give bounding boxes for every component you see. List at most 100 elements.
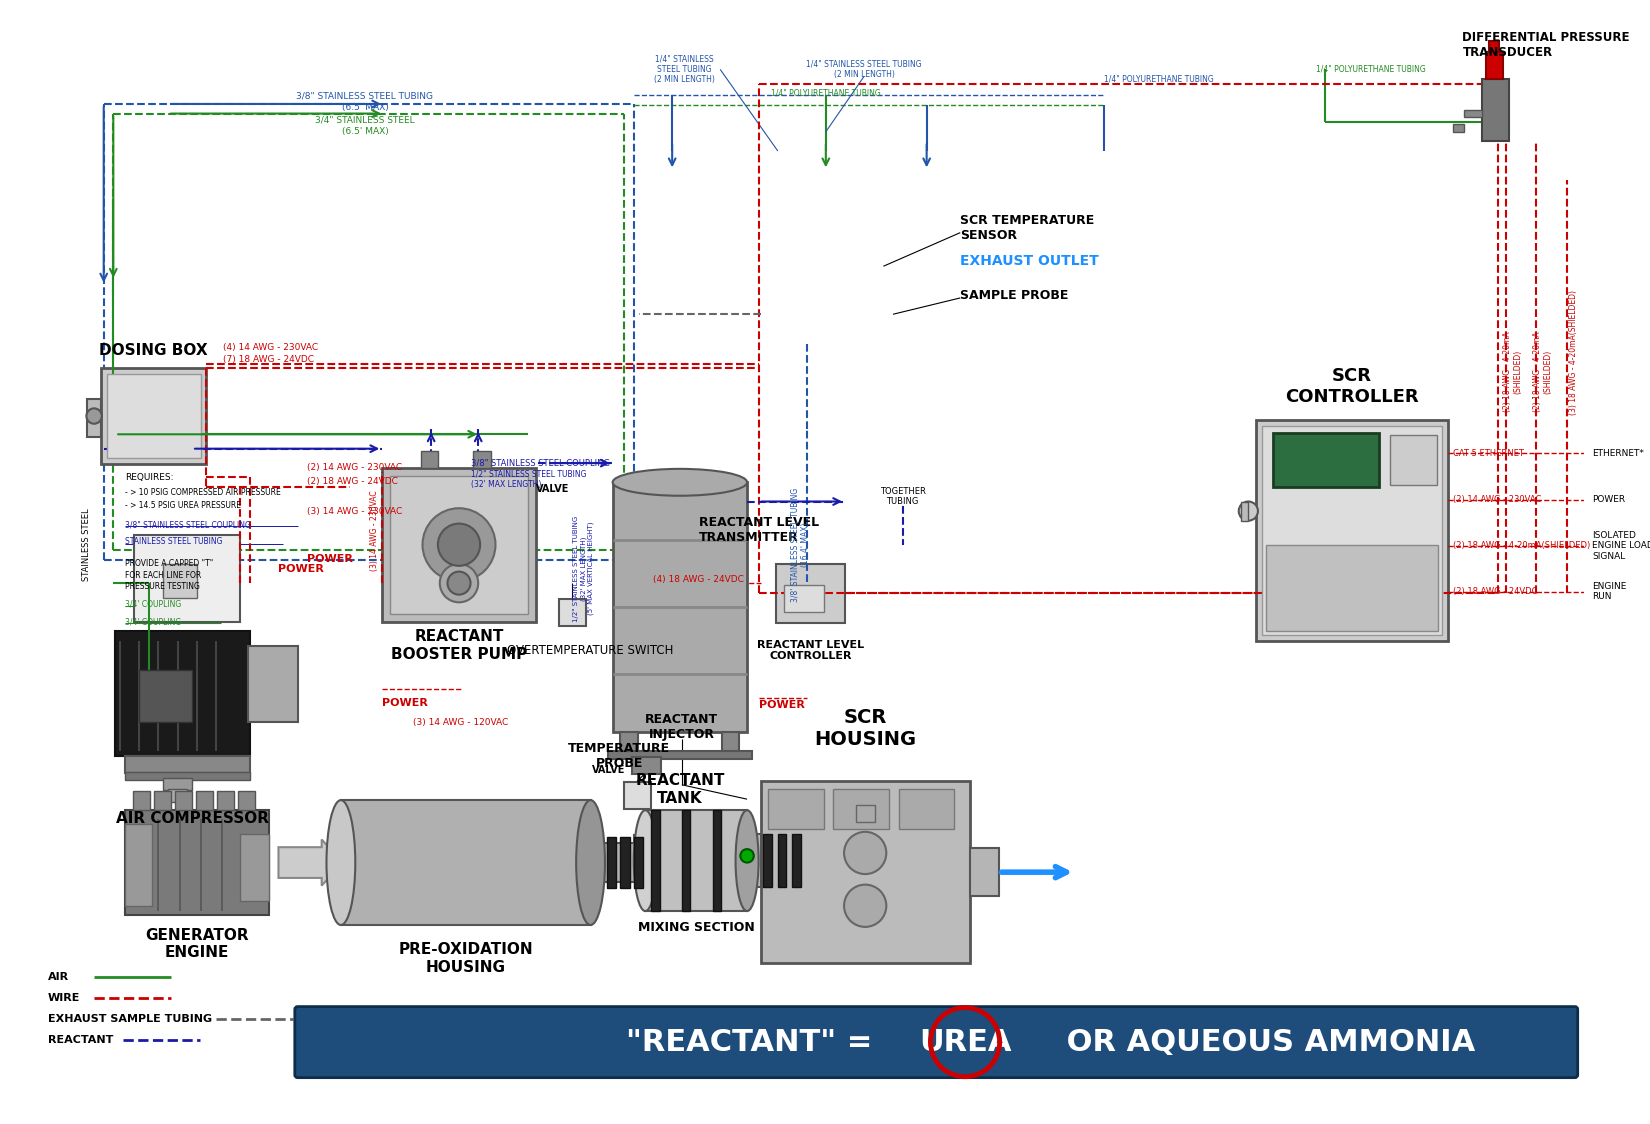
Text: (2) 14 AWG - 230VAC: (2) 14 AWG - 230VAC (307, 463, 403, 472)
Bar (1241, 501, 1249, 520)
Circle shape (1239, 501, 1257, 520)
Bar (116, 632, 249, 756)
Text: PROVIDE A CAPPED "T": PROVIDE A CAPPED "T" (125, 560, 213, 569)
Bar (474, 451, 490, 468)
Text: SCR TEMPERATURE
SENSOR: SCR TEMPERATURE SENSOR (960, 214, 1094, 242)
Bar (1465, 110, 1482, 117)
Text: POWER: POWER (279, 564, 325, 573)
Bar (87, 399, 101, 437)
Bar (153, 790, 172, 809)
Text: VALVE: VALVE (536, 484, 569, 495)
Bar (856, 805, 874, 823)
Text: REACTANT
INJECTOR: REACTANT INJECTOR (645, 713, 718, 741)
Bar (784, 586, 823, 611)
Text: (3) 14 AWG - 120VAC: (3) 14 AWG - 120VAC (412, 718, 508, 727)
Circle shape (437, 524, 480, 565)
Text: (2) 18 AWG - 4-20mA
(SHIELDED): (2) 18 AWG - 4-20mA (SHIELDED) (1533, 332, 1553, 413)
Bar (777, 834, 787, 887)
Bar (559, 599, 586, 626)
Text: WIRE: WIRE (48, 992, 81, 1003)
Text: REACTANT: REACTANT (48, 1035, 114, 1045)
Bar (421, 451, 437, 468)
Text: (2) 18 AWG - 4-20mA(SHIELDED): (2) 18 AWG - 4-20mA(SHIELDED) (1454, 541, 1591, 550)
Text: REACTANT
TANK: REACTANT TANK (635, 773, 724, 806)
Bar (632, 756, 660, 774)
Text: EXHAUST SAMPLE TUBING: EXHAUST SAMPLE TUBING (48, 1014, 213, 1024)
Bar (634, 835, 637, 879)
Bar (607, 751, 752, 759)
Text: TEMPERATURE
PROBE: TEMPERATURE PROBE (568, 742, 670, 770)
Text: REACTANT LEVEL
CONTROLLER: REACTANT LEVEL CONTROLLER (757, 640, 865, 661)
Text: (2) 18 AWG - 24VDC: (2) 18 AWG - 24VDC (307, 477, 398, 486)
Bar (645, 809, 747, 910)
Bar (342, 800, 591, 925)
Text: 3/8" STAINLESS STEEL COUPLING: 3/8" STAINLESS STEEL COUPLING (125, 520, 251, 529)
Bar (196, 790, 213, 809)
Text: VALVE: VALVE (592, 765, 625, 776)
Bar (792, 834, 800, 887)
Circle shape (441, 564, 478, 602)
Bar (1490, 40, 1498, 52)
Ellipse shape (634, 810, 657, 912)
Text: STAINLESS STEEL: STAINLESS STEEL (82, 508, 91, 581)
Text: 1/4" POLYURETHANE TUBING: 1/4" POLYURETHANE TUBING (771, 89, 881, 98)
Bar (248, 645, 297, 723)
Circle shape (422, 508, 495, 581)
Bar (125, 756, 249, 773)
Text: UREA: UREA (919, 1027, 1011, 1057)
Text: 3/8" STAINLESS STEEL COUPLING: 3/8" STAINLESS STEEL COUPLING (470, 459, 609, 468)
Text: ENGINE
RUN: ENGINE RUN (1592, 582, 1627, 601)
Text: DOSING BOX: DOSING BOX (99, 343, 208, 359)
Text: REACTANT
BOOSTER PUMP: REACTANT BOOSTER PUMP (391, 629, 526, 662)
Bar (776, 564, 845, 624)
Text: (2) 18 AWG - 24VDC: (2) 18 AWG - 24VDC (1454, 587, 1538, 596)
Text: "REACTANT" =: "REACTANT" = (627, 1027, 883, 1057)
Bar (764, 834, 772, 887)
Text: POWER: POWER (759, 700, 805, 710)
Bar (1256, 420, 1449, 641)
Bar (218, 790, 234, 809)
Text: GENERATOR
ENGINE: GENERATOR ENGINE (145, 928, 249, 960)
Bar (163, 778, 191, 789)
Bar (591, 843, 639, 881)
Bar (620, 732, 637, 753)
FancyBboxPatch shape (295, 1007, 1577, 1078)
Bar (652, 809, 660, 910)
Text: 1/4" POLYURETHANE TUBING: 1/4" POLYURETHANE TUBING (1104, 74, 1214, 83)
Bar (634, 836, 644, 888)
Circle shape (86, 408, 102, 424)
Text: (4) 14 AWG - 230VAC: (4) 14 AWG - 230VAC (223, 343, 318, 352)
Text: (2) 14 AWG - 230VAC: (2) 14 AWG - 230VAC (1454, 495, 1541, 504)
Bar (125, 809, 269, 915)
Text: DIFFERENTIAL PRESSURE
TRANSDUCER: DIFFERENTIAL PRESSURE TRANSDUCER (1462, 31, 1630, 60)
Bar (761, 781, 970, 963)
Bar (620, 836, 630, 888)
Bar (125, 772, 249, 780)
Circle shape (447, 572, 470, 595)
Text: POWER: POWER (307, 554, 353, 564)
Text: ETHERNET*: ETHERNET* (1592, 448, 1643, 457)
Text: SCR
CONTROLLER: SCR CONTROLLER (1285, 366, 1419, 406)
Text: (6.5' MAX): (6.5' MAX) (342, 127, 388, 136)
Bar (1454, 124, 1465, 132)
Text: AIR: AIR (48, 972, 69, 982)
Bar (1274, 434, 1379, 487)
Text: MIXING SECTION: MIXING SECTION (639, 922, 754, 934)
Text: 3/8" STAINLESS STEEL TUBING: 3/8" STAINLESS STEEL TUBING (297, 92, 434, 101)
Text: OR AQUEOUS AMMONIA: OR AQUEOUS AMMONIA (1056, 1027, 1475, 1057)
Bar (723, 732, 739, 753)
Text: 3/4' COUPLING: 3/4' COUPLING (125, 600, 182, 609)
Text: (3) 18 AWG - 4-20mA(SHIELDED): (3) 18 AWG - 4-20mA(SHIELDED) (1569, 290, 1579, 415)
Text: 3/4' COUPLING: 3/4' COUPLING (125, 617, 182, 626)
Text: (2) 18 AWG - 4-20mA
(SHIELDED): (2) 18 AWG - 4-20mA (SHIELDED) (1503, 332, 1521, 413)
Text: 1/4" STAINLESS STEEL TUBING
(2 MIN LENGTH): 1/4" STAINLESS STEEL TUBING (2 MIN LENGT… (807, 60, 922, 79)
Text: (3) 14 AWG - 230VAC: (3) 14 AWG - 230VAC (307, 507, 403, 516)
Bar (713, 809, 721, 910)
FancyArrow shape (279, 840, 343, 886)
Bar (107, 374, 201, 459)
Bar (1391, 435, 1437, 486)
Bar (383, 468, 536, 622)
Text: FOR EACH LINE FOR: FOR EACH LINE FOR (125, 571, 201, 580)
Bar (833, 789, 889, 828)
Text: - > 10 PSIG COMPRESSED AIR PRESSURE: - > 10 PSIG COMPRESSED AIR PRESSURE (125, 488, 280, 497)
